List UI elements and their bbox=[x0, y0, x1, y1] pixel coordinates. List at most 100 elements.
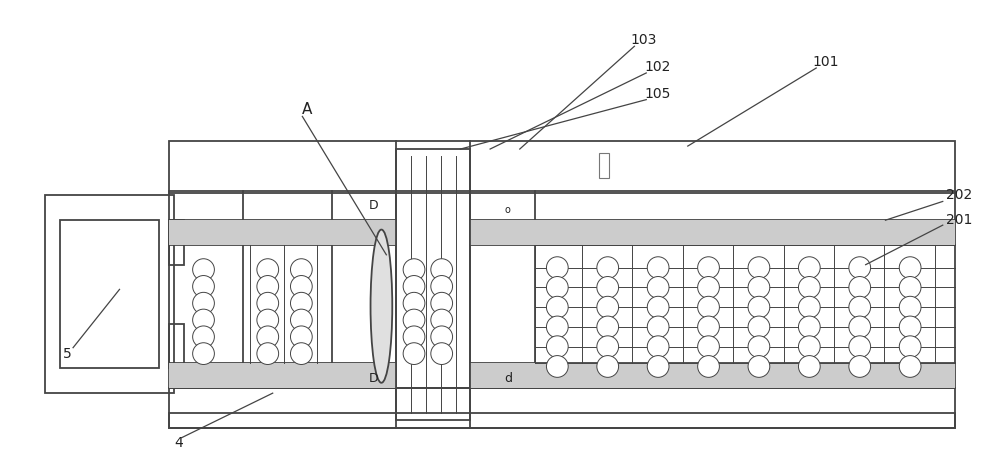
Text: o: o bbox=[505, 205, 511, 215]
Circle shape bbox=[647, 316, 669, 338]
Circle shape bbox=[849, 296, 871, 318]
Circle shape bbox=[403, 259, 425, 281]
Circle shape bbox=[899, 336, 921, 357]
Circle shape bbox=[849, 276, 871, 298]
Circle shape bbox=[698, 356, 719, 377]
Circle shape bbox=[798, 296, 820, 318]
Circle shape bbox=[748, 336, 770, 357]
Text: 5: 5 bbox=[63, 346, 72, 361]
Circle shape bbox=[597, 336, 619, 357]
Bar bbox=[396, 149, 470, 420]
Circle shape bbox=[546, 336, 568, 357]
Circle shape bbox=[431, 343, 453, 365]
Bar bbox=[169, 388, 955, 428]
Circle shape bbox=[798, 356, 820, 377]
Circle shape bbox=[431, 275, 453, 297]
Circle shape bbox=[431, 326, 453, 348]
Bar bbox=[169, 141, 955, 192]
Circle shape bbox=[403, 292, 425, 314]
Circle shape bbox=[257, 292, 279, 314]
Circle shape bbox=[849, 336, 871, 357]
Circle shape bbox=[698, 316, 719, 338]
Circle shape bbox=[193, 292, 214, 314]
Circle shape bbox=[290, 343, 312, 365]
Text: D: D bbox=[369, 372, 378, 385]
Circle shape bbox=[899, 276, 921, 298]
Circle shape bbox=[849, 356, 871, 377]
Circle shape bbox=[698, 296, 719, 318]
Circle shape bbox=[431, 259, 453, 281]
Circle shape bbox=[849, 316, 871, 338]
Circle shape bbox=[698, 257, 719, 279]
Circle shape bbox=[899, 296, 921, 318]
Circle shape bbox=[290, 326, 312, 348]
Bar bbox=[599, 153, 609, 178]
Bar bbox=[169, 220, 396, 245]
Circle shape bbox=[403, 343, 425, 365]
Circle shape bbox=[193, 275, 214, 297]
Circle shape bbox=[193, 259, 214, 281]
Circle shape bbox=[798, 316, 820, 338]
Circle shape bbox=[798, 276, 820, 298]
Circle shape bbox=[647, 296, 669, 318]
Circle shape bbox=[647, 276, 669, 298]
Circle shape bbox=[597, 276, 619, 298]
Circle shape bbox=[647, 356, 669, 377]
Circle shape bbox=[748, 356, 770, 377]
Circle shape bbox=[546, 356, 568, 377]
Circle shape bbox=[290, 275, 312, 297]
Circle shape bbox=[546, 316, 568, 338]
Bar bbox=[169, 413, 955, 428]
Text: 103: 103 bbox=[630, 33, 656, 47]
Circle shape bbox=[431, 292, 453, 314]
Circle shape bbox=[597, 257, 619, 279]
Circle shape bbox=[257, 309, 279, 331]
Circle shape bbox=[193, 343, 214, 365]
Circle shape bbox=[257, 326, 279, 348]
Circle shape bbox=[597, 356, 619, 377]
Circle shape bbox=[748, 257, 770, 279]
Circle shape bbox=[290, 259, 312, 281]
Circle shape bbox=[546, 296, 568, 318]
Bar bbox=[169, 220, 184, 264]
Circle shape bbox=[849, 257, 871, 279]
Circle shape bbox=[698, 336, 719, 357]
Circle shape bbox=[403, 309, 425, 331]
Bar bbox=[169, 324, 184, 368]
Text: 102: 102 bbox=[645, 60, 671, 74]
Bar bbox=[169, 364, 396, 388]
Circle shape bbox=[257, 275, 279, 297]
Bar bbox=[60, 220, 159, 368]
Text: D: D bbox=[369, 199, 378, 212]
Circle shape bbox=[698, 276, 719, 298]
Text: A: A bbox=[302, 102, 312, 117]
Circle shape bbox=[290, 309, 312, 331]
Text: 4: 4 bbox=[174, 436, 183, 449]
Circle shape bbox=[899, 356, 921, 377]
Circle shape bbox=[290, 292, 312, 314]
Circle shape bbox=[647, 336, 669, 357]
Text: 101: 101 bbox=[813, 55, 839, 69]
Circle shape bbox=[257, 343, 279, 365]
Bar bbox=[169, 191, 955, 388]
Bar bbox=[45, 195, 174, 393]
Circle shape bbox=[431, 309, 453, 331]
Circle shape bbox=[748, 296, 770, 318]
Text: 202: 202 bbox=[946, 189, 973, 202]
Circle shape bbox=[748, 316, 770, 338]
Circle shape bbox=[899, 316, 921, 338]
Circle shape bbox=[193, 309, 214, 331]
Bar bbox=[470, 220, 955, 245]
Circle shape bbox=[798, 336, 820, 357]
Bar bbox=[470, 364, 955, 388]
Circle shape bbox=[748, 276, 770, 298]
Circle shape bbox=[193, 326, 214, 348]
Circle shape bbox=[403, 326, 425, 348]
Ellipse shape bbox=[371, 229, 392, 383]
Circle shape bbox=[403, 275, 425, 297]
Text: 201: 201 bbox=[946, 213, 973, 227]
Circle shape bbox=[257, 259, 279, 281]
Text: 105: 105 bbox=[645, 87, 671, 100]
Circle shape bbox=[798, 257, 820, 279]
Circle shape bbox=[597, 316, 619, 338]
